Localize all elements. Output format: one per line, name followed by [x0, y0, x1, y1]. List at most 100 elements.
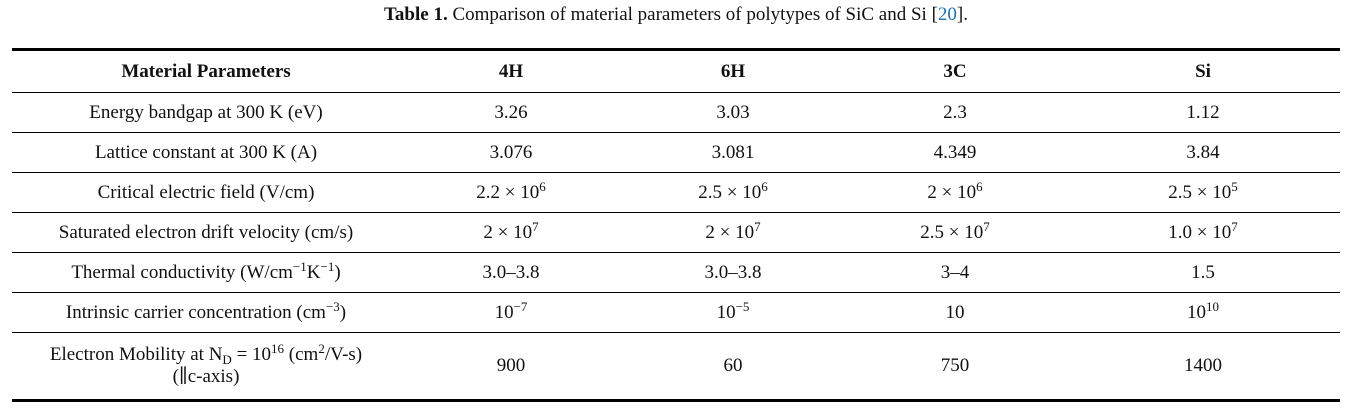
superscript: 10 — [1206, 298, 1219, 314]
value-cell-6h: 2.5 × 106 — [622, 173, 844, 213]
superscript: −1 — [292, 258, 307, 274]
cell-text: Intrinsic carrier concentration (cm — [65, 301, 326, 323]
cell-text: 3.0–3.8 — [482, 261, 540, 283]
value-cell-6h: 10−5 — [622, 293, 844, 333]
cell-text: 3.0–3.8 — [704, 261, 762, 283]
value-cell-3c: 2 × 106 — [844, 173, 1066, 213]
cell-text: 3.076 — [489, 141, 533, 163]
value-cell-4h: 3.26 — [400, 93, 622, 133]
value-cell-4h: 900 — [400, 333, 622, 401]
cell-text: Critical electric field (V/cm) — [97, 181, 315, 203]
value-cell-si: 1400 — [1066, 333, 1340, 401]
superscript: −7 — [513, 298, 528, 314]
subscript: D — [222, 352, 232, 367]
value-cell-3c: 750 — [844, 333, 1066, 401]
value-cell-si: 2.5 × 105 — [1066, 173, 1340, 213]
cell-text: Electron Mobility at N — [49, 344, 223, 365]
reference-link[interactable]: 20 — [937, 4, 957, 25]
cell-text: 2.5 × 10 — [1168, 181, 1232, 203]
cell-text: 10 — [945, 301, 965, 323]
value-cell-4h: 10−7 — [400, 293, 622, 333]
cell-text: 2.3 — [943, 101, 967, 123]
parameter-label: Intrinsic carrier concentration (cm−3) — [12, 293, 400, 333]
superscript: 7 — [754, 218, 761, 234]
value-cell-3c: 10 — [844, 293, 1066, 333]
cell-text: 2.2 × 10 — [476, 181, 540, 203]
table-row: Intrinsic carrier concentration (cm−3) 10… — [12, 293, 1340, 333]
value-cell-3c: 2.3 — [844, 93, 1066, 133]
table-row: Electron Mobility at ND = 1016 (cm2/V-s)… — [12, 333, 1340, 401]
cell-text: 3–4 — [940, 261, 970, 283]
parameter-label: Energy bandgap at 300 K (eV) — [12, 93, 400, 133]
value-cell-si: 1.0 × 107 — [1066, 213, 1340, 253]
value-cell-6h: 60 — [622, 333, 844, 401]
superscript: 16 — [271, 341, 285, 356]
table-row: Thermal conductivity (W/cm−1K−1) 3.0–3.8 3… — [12, 253, 1340, 293]
superscript: 2 — [318, 341, 325, 356]
header-row: Material Parameters 4H 6H 3C Si — [12, 49, 1340, 93]
caption-end: ]. — [956, 4, 968, 25]
parameter-label: Saturated electron drift velocity (cm/s) — [12, 213, 400, 253]
cell-text: 3.26 — [494, 101, 528, 123]
value-cell-3c: 3–4 — [844, 253, 1066, 293]
cell-text: 2 × 10 — [705, 221, 755, 243]
value-cell-si: 1.5 — [1066, 253, 1340, 293]
cell-text: 10 — [1187, 301, 1206, 323]
material-parameters-table: Material Parameters 4H 6H 3C Si Energy bandg… — [12, 48, 1340, 402]
value-cell-4h: 3.0–3.8 — [400, 253, 622, 293]
header-3c: 3C — [943, 60, 967, 82]
superscript: 5 — [1231, 178, 1238, 194]
header-4h: 4H — [498, 60, 524, 82]
value-cell-3c: 4.349 — [844, 133, 1066, 173]
value-cell-6h: 3.0–3.8 — [622, 253, 844, 293]
cell-text: = 10 — [231, 344, 272, 365]
cell-text: Saturated electron drift velocity (cm/s) — [58, 221, 354, 243]
cell-text: 3.84 — [1186, 141, 1220, 163]
cell-text: (∥c-axis) — [172, 366, 240, 387]
cell-text: 1.12 — [1186, 101, 1220, 123]
cell-text: 10 — [716, 301, 736, 323]
cell-text: 750 — [940, 355, 970, 376]
cell-text: 2.5 × 10 — [698, 181, 762, 203]
cell-text: 3.081 — [711, 141, 755, 163]
cell-text: 1.5 — [1191, 261, 1215, 283]
cell-text: 2 × 10 — [483, 221, 533, 243]
value-cell-6h: 3.03 — [622, 93, 844, 133]
cell-text: 1.0 × 10 — [1168, 221, 1232, 243]
cell-text: 4.349 — [933, 141, 977, 163]
value-cell-si: 3.84 — [1066, 133, 1340, 173]
table-row: Energy bandgap at 300 K (eV) 3.26 3.03 2.3 1… — [12, 93, 1340, 133]
cell-text: 10 — [494, 301, 514, 323]
superscript: −5 — [735, 298, 750, 314]
table-caption: Table 1. Comparison of material paramete… — [0, 4, 1352, 26]
cell-text: 900 — [496, 355, 526, 376]
cell-text: ) — [339, 301, 347, 323]
caption-label: Table 1. — [383, 4, 448, 25]
superscript: −1 — [320, 258, 335, 274]
value-cell-4h: 2 × 107 — [400, 213, 622, 253]
superscript: 7 — [1231, 218, 1238, 234]
value-cell-si: 1010 — [1066, 293, 1340, 333]
table-row: Lattice constant at 300 K (A) 3.076 3.081 4… — [12, 133, 1340, 173]
value-cell-4h: 2.2 × 106 — [400, 173, 622, 213]
cell-text: K — [306, 261, 321, 283]
cell-text: 2 × 10 — [927, 181, 977, 203]
cell-text: Thermal conductivity (W/cm — [71, 261, 293, 283]
cell-text: 3.03 — [716, 101, 750, 123]
parameter-label: Lattice constant at 300 K (A) — [12, 133, 400, 173]
header-6h: 6H — [720, 60, 746, 82]
header-si: Si — [1195, 60, 1211, 82]
superscript: 6 — [761, 178, 768, 194]
header-material-parameters: Material Parameters — [121, 60, 291, 82]
cell-text: Lattice constant at 300 K (A) — [94, 141, 318, 163]
caption-text: Comparison of material parameters of pol… — [447, 4, 938, 25]
value-cell-4h: 3.076 — [400, 133, 622, 173]
value-cell-si: 1.12 — [1066, 93, 1340, 133]
value-cell-6h: 2 × 107 — [622, 213, 844, 253]
table-row: Saturated electron drift velocity (cm/s)… — [12, 213, 1340, 253]
cell-text: (cm — [284, 344, 319, 365]
superscript: 6 — [976, 178, 983, 194]
cell-text: 1400 — [1184, 355, 1222, 376]
cell-text: 2.5 × 10 — [920, 221, 984, 243]
superscript: 6 — [539, 178, 546, 194]
